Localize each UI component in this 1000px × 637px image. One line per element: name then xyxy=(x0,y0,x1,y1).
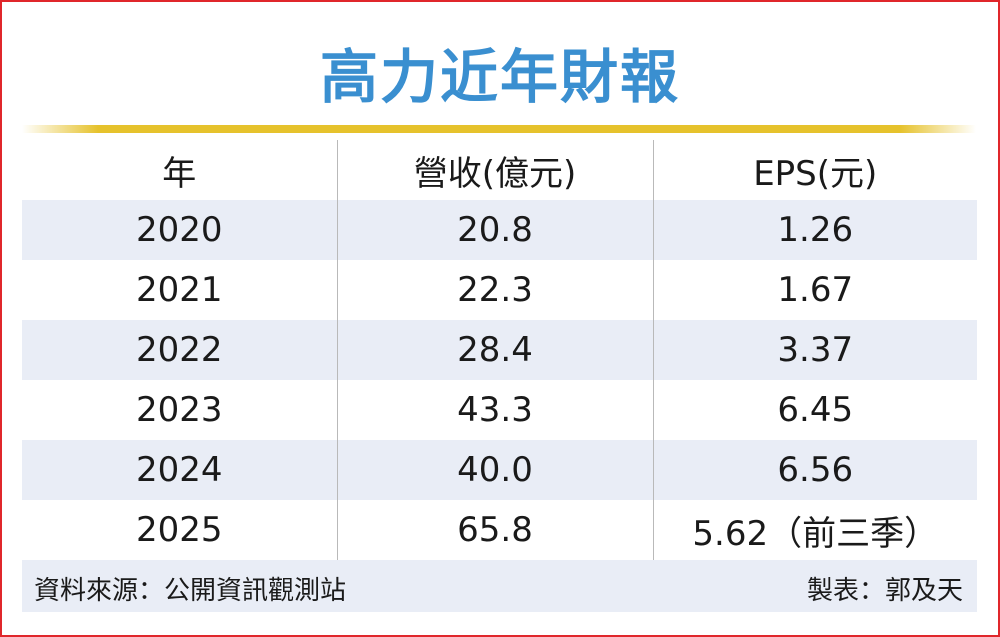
cell-revenue: 65.8 xyxy=(336,500,653,560)
cell-revenue: 22.3 xyxy=(336,260,653,320)
table-row: 2025 65.8 5.62（前三季） xyxy=(22,500,977,560)
header-eps: EPS(元) xyxy=(652,140,977,200)
table-row: 2021 22.3 1.67 xyxy=(22,260,977,320)
header-revenue: 營收(億元) xyxy=(336,140,653,200)
table-row: 2020 20.8 1.26 xyxy=(22,200,977,260)
header-year: 年 xyxy=(22,140,337,200)
cell-revenue: 43.3 xyxy=(336,380,653,440)
table-row: 2024 40.0 6.56 xyxy=(22,440,977,500)
cell-year: 2021 xyxy=(22,260,337,320)
table-header-row: 年 營收(億元) EPS(元) xyxy=(22,140,977,200)
cell-year: 2023 xyxy=(22,380,337,440)
cell-year: 2022 xyxy=(22,320,337,380)
table-row: 2023 43.3 6.45 xyxy=(22,380,977,440)
cell-year: 2024 xyxy=(22,440,337,500)
footer-bar: 資料來源：公開資訊觀測站 製表：郭及天 xyxy=(22,560,977,612)
cell-eps: 3.37 xyxy=(652,320,977,380)
cell-year: 2020 xyxy=(22,200,337,260)
title-divider xyxy=(22,125,976,133)
cell-revenue: 40.0 xyxy=(336,440,653,500)
table-row: 2022 28.4 3.37 xyxy=(22,320,977,380)
financial-table: 年 營收(億元) EPS(元) 2020 20.8 1.26 2021 22.3… xyxy=(22,140,977,560)
cell-revenue: 20.8 xyxy=(336,200,653,260)
cell-eps: 6.56 xyxy=(652,440,977,500)
cell-eps: 6.45 xyxy=(652,380,977,440)
source-note: 資料來源：公開資訊觀測站 xyxy=(34,576,347,606)
page-title: 高力近年財報 xyxy=(319,43,680,111)
cell-year: 2025 xyxy=(22,500,337,560)
cell-eps: 1.67 xyxy=(652,260,977,320)
cell-revenue: 28.4 xyxy=(336,320,653,380)
cell-eps: 5.62（前三季） xyxy=(652,500,977,560)
credit-note: 製表：郭及天 xyxy=(806,576,963,606)
cell-eps: 1.26 xyxy=(652,200,977,260)
